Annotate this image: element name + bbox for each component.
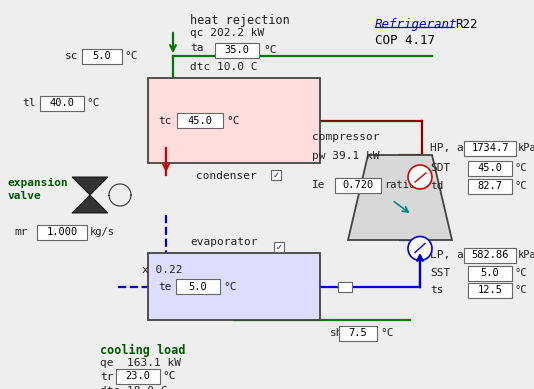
FancyBboxPatch shape <box>215 42 259 58</box>
FancyBboxPatch shape <box>271 170 281 180</box>
Text: °C: °C <box>515 163 528 173</box>
Text: Refrigerant: Refrigerant <box>375 18 458 31</box>
Circle shape <box>408 165 432 189</box>
FancyBboxPatch shape <box>468 179 512 193</box>
Text: 5.0: 5.0 <box>92 51 112 61</box>
Text: 7.5: 7.5 <box>349 328 367 338</box>
Text: qe  163.1 kW: qe 163.1 kW <box>100 358 181 368</box>
Text: Ie: Ie <box>312 180 326 190</box>
Text: LP, a: LP, a <box>430 250 464 260</box>
Text: 23.0: 23.0 <box>125 371 151 381</box>
FancyBboxPatch shape <box>148 78 320 163</box>
Text: SST: SST <box>430 268 450 278</box>
FancyBboxPatch shape <box>40 96 84 110</box>
Text: td: td <box>430 181 444 191</box>
FancyBboxPatch shape <box>468 266 512 280</box>
Text: °C: °C <box>380 328 394 338</box>
Text: cooling load: cooling load <box>100 344 185 357</box>
Text: COP 4.17: COP 4.17 <box>375 34 435 47</box>
Text: ✓: ✓ <box>272 170 279 179</box>
FancyBboxPatch shape <box>82 49 122 63</box>
Text: R22: R22 <box>455 18 477 31</box>
Text: 5.0: 5.0 <box>481 268 499 278</box>
Polygon shape <box>348 155 452 240</box>
Text: HP, a: HP, a <box>430 143 464 153</box>
Text: sc: sc <box>65 51 78 61</box>
Text: 0.720: 0.720 <box>342 180 374 190</box>
Text: kPa: kPa <box>518 143 534 153</box>
Text: ratio: ratio <box>384 180 415 190</box>
FancyBboxPatch shape <box>177 113 223 128</box>
Text: dtc 10.0 C: dtc 10.0 C <box>190 62 257 72</box>
Text: ts: ts <box>430 285 444 295</box>
Text: compressor: compressor <box>312 132 380 142</box>
Text: expansion: expansion <box>8 178 69 188</box>
Text: °C: °C <box>162 371 176 381</box>
Text: tr: tr <box>100 372 114 382</box>
Text: °C: °C <box>226 116 240 126</box>
Text: mr: mr <box>14 227 27 237</box>
Text: pw 39.1 kW: pw 39.1 kW <box>312 151 380 161</box>
FancyBboxPatch shape <box>464 247 516 263</box>
Text: °C: °C <box>263 45 277 55</box>
Text: °C: °C <box>86 98 99 108</box>
Text: 82.7: 82.7 <box>477 181 502 191</box>
Text: dte 18.0 C: dte 18.0 C <box>100 386 168 389</box>
FancyBboxPatch shape <box>338 282 352 291</box>
Polygon shape <box>72 177 108 195</box>
Text: 40.0: 40.0 <box>50 98 75 108</box>
FancyBboxPatch shape <box>274 242 284 252</box>
Text: qc 202.2 kW: qc 202.2 kW <box>190 28 264 38</box>
Text: °C: °C <box>223 282 237 291</box>
Text: evaporator: evaporator <box>190 237 258 247</box>
Polygon shape <box>72 195 108 213</box>
Text: 35.0: 35.0 <box>224 45 249 55</box>
FancyBboxPatch shape <box>37 224 87 240</box>
Text: kg/s: kg/s <box>90 227 115 237</box>
Text: kPa: kPa <box>518 250 534 260</box>
Text: 12.5: 12.5 <box>477 285 502 295</box>
Text: 1734.7: 1734.7 <box>471 143 509 153</box>
FancyBboxPatch shape <box>335 177 381 193</box>
Text: SDT: SDT <box>430 163 450 173</box>
Text: tc: tc <box>158 116 171 126</box>
Text: ta: ta <box>190 43 203 53</box>
Text: heat rejection: heat rejection <box>190 14 290 27</box>
FancyBboxPatch shape <box>464 140 516 156</box>
Circle shape <box>408 237 432 261</box>
FancyBboxPatch shape <box>148 253 320 320</box>
Text: 45.0: 45.0 <box>477 163 502 173</box>
FancyBboxPatch shape <box>176 279 220 294</box>
Text: 45.0: 45.0 <box>187 116 213 126</box>
Text: valve: valve <box>8 191 42 201</box>
Text: °C: °C <box>515 268 528 278</box>
FancyBboxPatch shape <box>468 161 512 175</box>
Text: ✓: ✓ <box>276 242 282 252</box>
Text: 582.86: 582.86 <box>471 250 509 260</box>
FancyBboxPatch shape <box>116 368 160 384</box>
Text: condenser: condenser <box>195 171 256 181</box>
Text: 1.000: 1.000 <box>46 227 77 237</box>
Text: x 0.22: x 0.22 <box>142 265 183 275</box>
Text: 5.0: 5.0 <box>189 282 207 291</box>
Text: te: te <box>158 282 171 291</box>
FancyBboxPatch shape <box>339 326 377 340</box>
Text: sh: sh <box>330 328 343 338</box>
FancyBboxPatch shape <box>468 282 512 298</box>
Text: tl: tl <box>22 98 35 108</box>
Text: °C: °C <box>515 181 528 191</box>
Text: °C: °C <box>124 51 137 61</box>
Text: °C: °C <box>515 285 528 295</box>
